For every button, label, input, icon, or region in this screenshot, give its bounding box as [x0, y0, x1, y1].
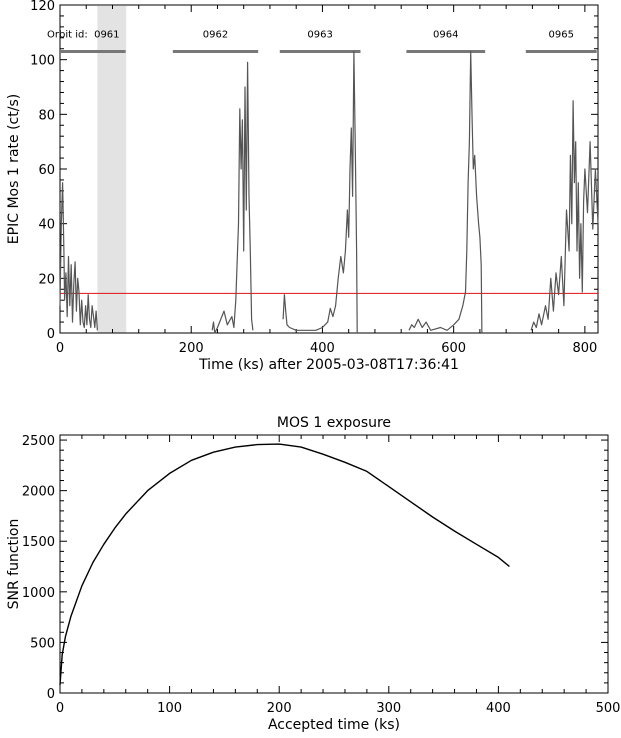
orbit-id-label: 0962	[203, 29, 228, 40]
y-tick-label: 40	[38, 218, 55, 233]
x-tick-label: 400	[310, 341, 335, 356]
y-axis-label: SNR function	[6, 519, 22, 610]
y-tick-label: 120	[30, 0, 55, 14]
series-line	[211, 61, 254, 334]
x-tick-label: 500	[596, 701, 621, 716]
x-tick-label: 600	[441, 341, 466, 356]
series-line	[530, 100, 599, 331]
y-tick-label: 80	[38, 108, 55, 123]
plot-frame	[59, 434, 609, 694]
series-line	[408, 50, 483, 334]
x-axis-label: Time (ks) after 2005-03-08T17:36:41	[198, 357, 459, 373]
y-tick-label: 20	[38, 272, 55, 287]
orbit-label-prefix: Orbit id:	[47, 29, 88, 40]
y-tick-label: 1500	[22, 535, 55, 550]
x-tick-label: 200	[267, 701, 292, 716]
series-line	[282, 50, 358, 334]
y-tick-label: 0	[47, 327, 55, 342]
x-axis-label: Accepted time (ks)	[268, 717, 400, 733]
y-tick-label: 2500	[22, 434, 55, 449]
shaded-interval	[97, 6, 127, 333]
chart-title: MOS 1 exposure	[277, 415, 391, 431]
y-axis-label: EPIC Mos 1 rate (ct/s)	[6, 94, 22, 244]
x-tick-label: 800	[572, 341, 597, 356]
y-tick-label: 100	[30, 54, 55, 69]
orbit-id-label: 0961	[94, 29, 119, 40]
y-tick-label: 2000	[22, 485, 55, 500]
y-tick-label: 500	[30, 636, 55, 651]
x-tick-label: 400	[486, 701, 511, 716]
x-tick-label: 0	[56, 341, 64, 356]
x-tick-label: 0	[56, 701, 64, 716]
series-line	[59, 443, 510, 685]
y-tick-label: 1000	[22, 586, 55, 601]
x-tick-label: 200	[179, 341, 204, 356]
plot-frame	[59, 4, 599, 334]
y-tick-label: 0	[47, 687, 55, 702]
x-tick-label: 100	[157, 701, 182, 716]
series-line	[59, 182, 98, 331]
orbit-id-label: 0965	[549, 29, 574, 40]
y-tick-label: 60	[38, 163, 55, 178]
orbit-id-label: 0963	[307, 29, 332, 40]
x-tick-label: 300	[376, 701, 401, 716]
orbit-id-label: 0964	[433, 29, 458, 40]
